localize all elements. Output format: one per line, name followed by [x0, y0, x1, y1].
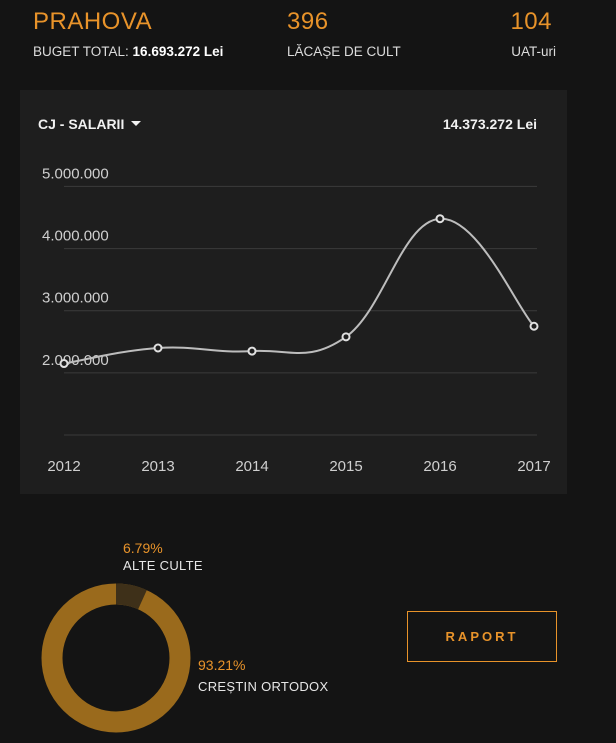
crestin-ortodox-percent: 93.21% [198, 657, 246, 673]
x-tick-label: 2015 [329, 458, 362, 475]
total-budget: BUGET TOTAL: 16.693.272 Lei [33, 44, 223, 59]
x-axis-ticks: 2012 2013 2014 2015 2016 2017 [47, 458, 550, 475]
y-tick-label: 4.000.000 [42, 228, 109, 245]
uat-count: 104 [510, 8, 552, 35]
data-point[interactable] [247, 346, 257, 356]
chart-grid [64, 185, 537, 436]
alte-culte-label: ALTE CULTE [123, 558, 203, 573]
alte-culte-percent: 6.79% [123, 540, 163, 556]
report-button[interactable]: RAPORT [407, 611, 557, 662]
y-tick-label: 5.000.000 [42, 165, 109, 182]
category-label: CJ - SALARII [38, 116, 125, 132]
data-point[interactable] [529, 321, 539, 331]
card-total: 14.373.272 Lei [442, 116, 537, 132]
religion-donut-chart [41, 583, 191, 733]
x-tick-label: 2014 [235, 458, 268, 475]
series-points [59, 214, 539, 369]
budget-label: BUGET TOTAL: [33, 44, 129, 59]
data-point[interactable] [153, 343, 163, 353]
data-point[interactable] [341, 332, 351, 342]
data-point[interactable] [59, 359, 69, 369]
x-tick-label: 2013 [141, 458, 174, 475]
donut-segment-alte-culte [41, 583, 191, 733]
donut-segment-crestin-ortodox [41, 583, 191, 733]
series-line [63, 217, 535, 365]
crestin-ortodox-label: CREȘTIN ORTODOX [198, 679, 329, 694]
caret-down-icon [131, 120, 142, 126]
budget-value: 16.693.272 Lei [132, 44, 224, 59]
y-tick-label: 3.000.000 [42, 290, 109, 307]
uat-label: UAT-uri [511, 44, 556, 59]
x-tick-label: 2017 [517, 458, 550, 475]
county-name: PRAHOVA [33, 8, 153, 35]
worship-count: 396 [287, 8, 329, 35]
budget-chart-card: CJ - SALARII 14.373.272 Lei 2.000.000 3.0… [20, 90, 567, 494]
x-tick-label: 2012 [47, 458, 80, 475]
worship-label: LĂCAȘE DE CULT [287, 44, 401, 59]
data-point[interactable] [435, 214, 445, 224]
category-dropdown[interactable]: CJ - SALARII [38, 116, 142, 132]
x-tick-label: 2016 [423, 458, 456, 475]
